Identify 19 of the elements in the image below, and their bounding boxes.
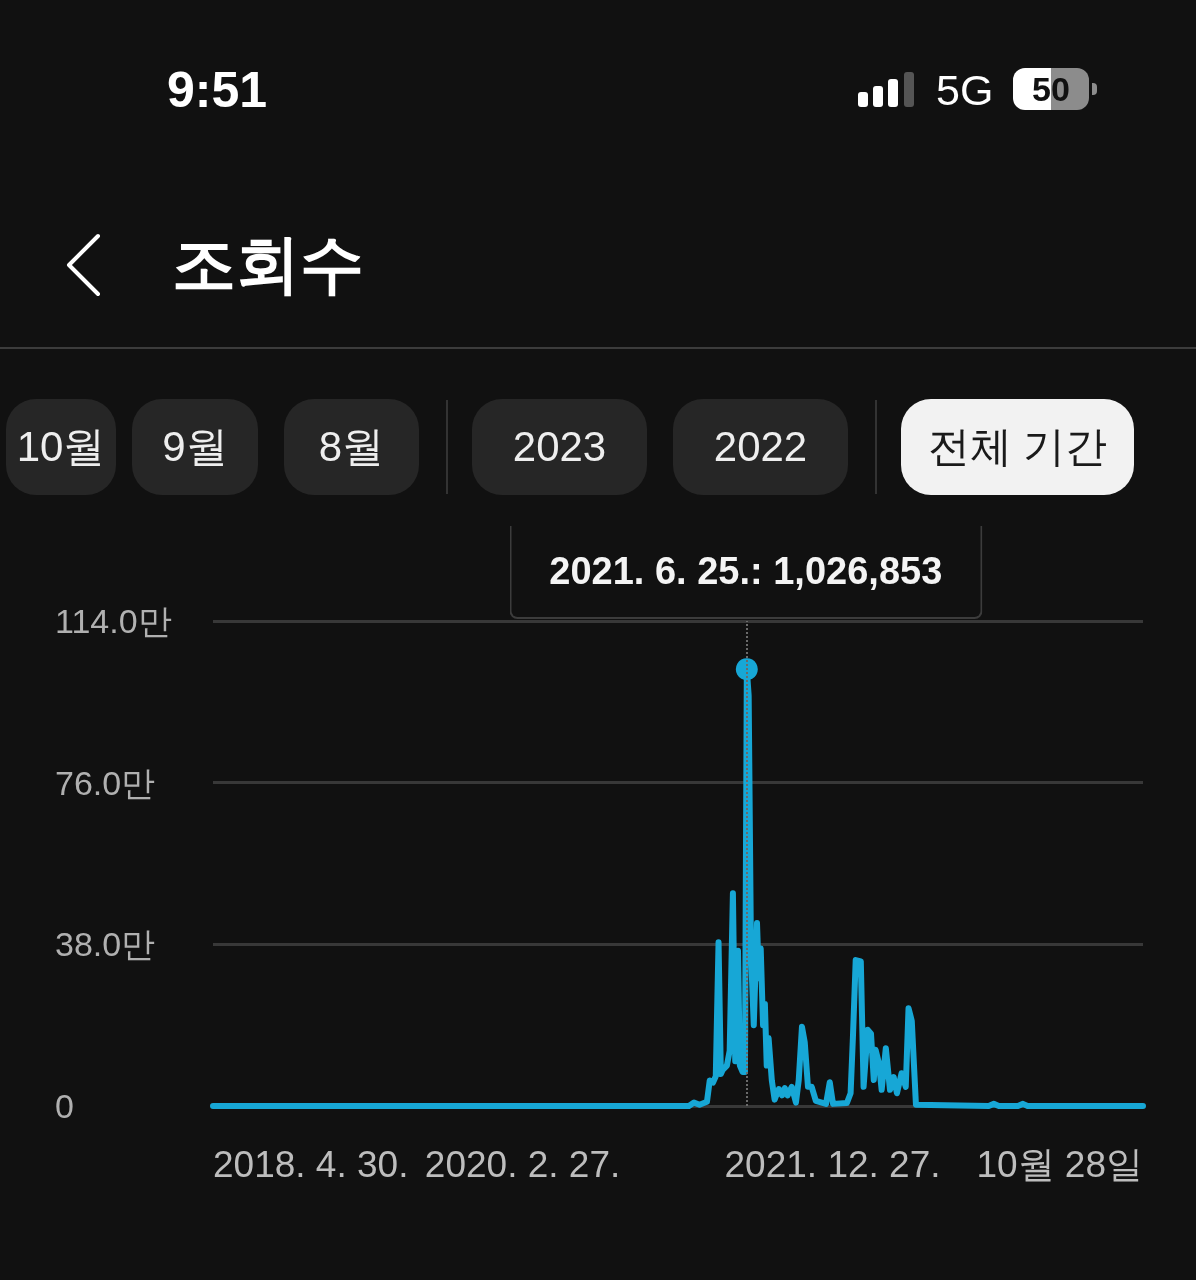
- text: 9:51: [167, 62, 268, 118]
- text: 2023: [472, 399, 647, 495]
- text: 2022: [673, 399, 848, 495]
- x-tick-label: 2020. 2. 27.: [424, 1144, 621, 1185]
- annotation: 2021. 6. 25.: 1,026,853: [549, 550, 943, 593]
- text: 8월: [284, 399, 419, 495]
- y-tick-label: 0: [55, 1087, 74, 1125]
- y-tick-label: 38.0만: [55, 925, 156, 964]
- y-tick-label: 114.0만: [55, 602, 172, 640]
- text: 10월: [6, 399, 116, 495]
- text: 전체 기간: [901, 399, 1134, 495]
- y-tick-label: 76.0만: [55, 763, 156, 802]
- text: 9월: [132, 399, 258, 495]
- tooltip-box: 2021. 6. 25.: 1,026,853: [509, 526, 983, 619]
- x-tick-label: 10월 28일: [976, 1144, 1143, 1185]
- x-tick-label: 2018. 4. 30.: [213, 1144, 409, 1185]
- text: 5G: [936, 66, 994, 114]
- chart-title: 조회수: [172, 227, 364, 302]
- x-tick-label: 2021. 12. 27.: [724, 1144, 941, 1185]
